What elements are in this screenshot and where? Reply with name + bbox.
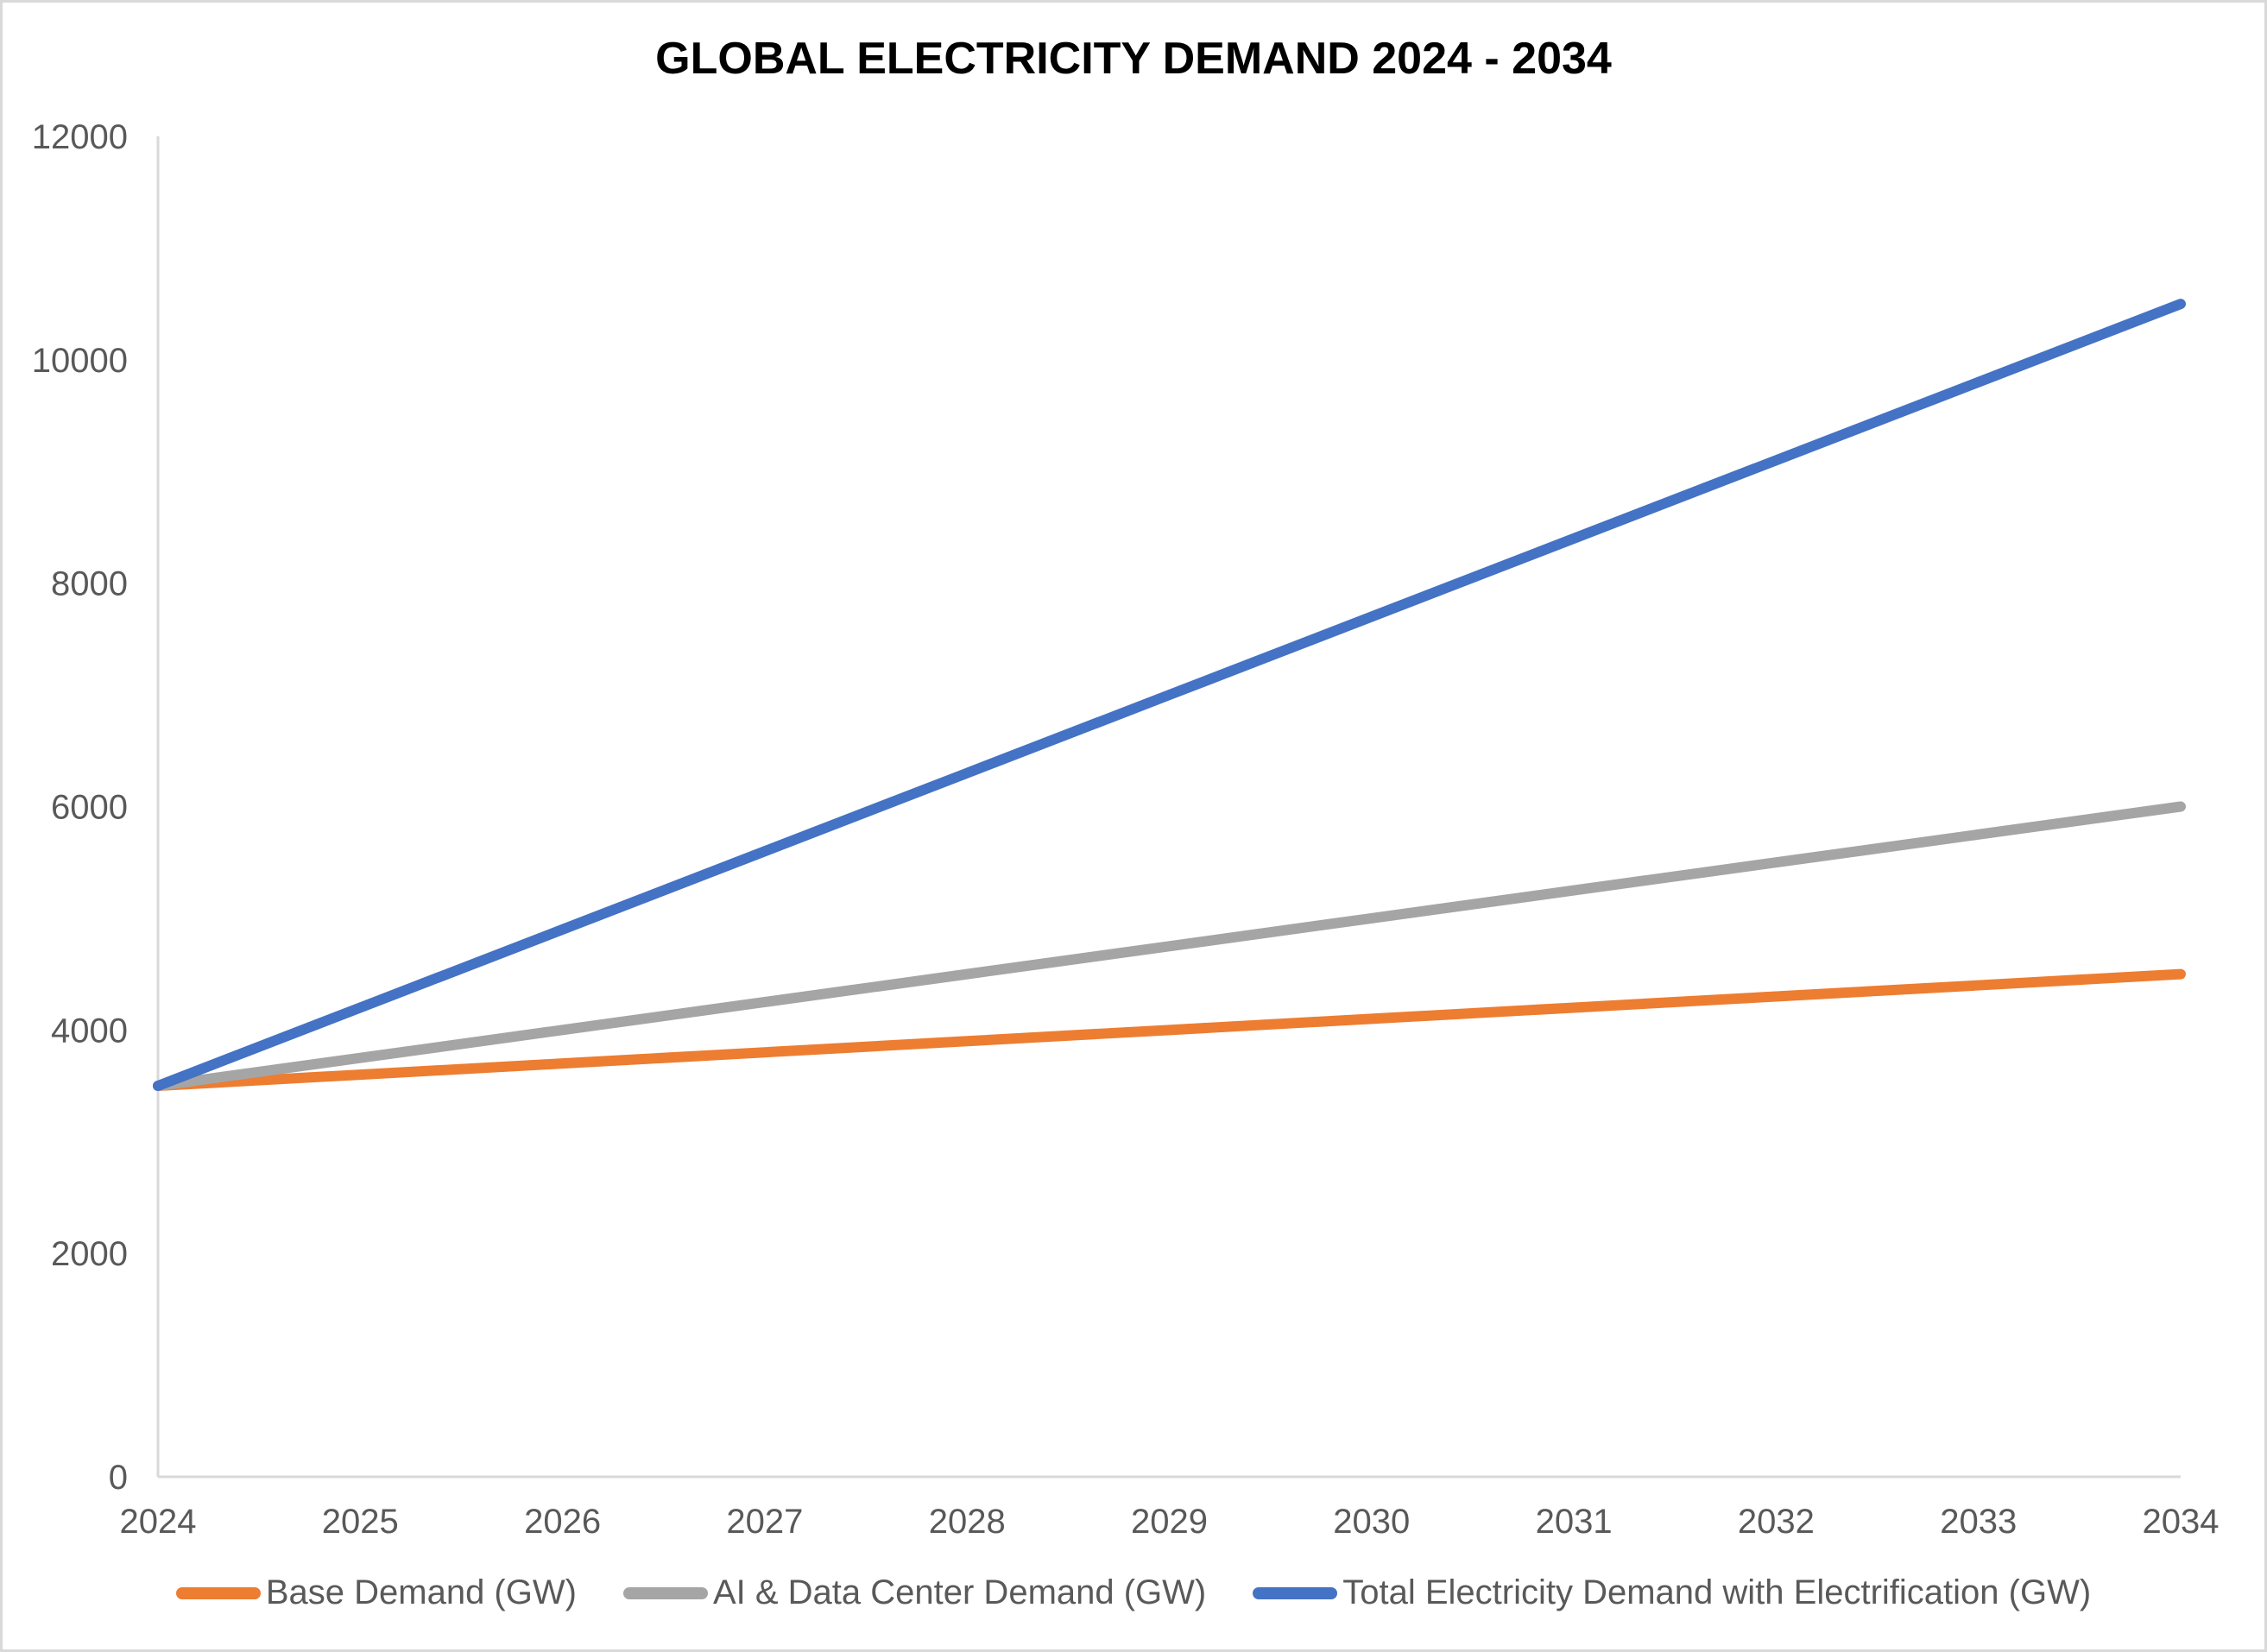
x-tick-label: 2034 — [2143, 1503, 2220, 1541]
y-tick-label: 8000 — [51, 565, 128, 603]
legend-label: AI & Data Center Demand (GW) — [712, 1573, 1207, 1611]
legend-swatch — [175, 1586, 261, 1599]
legend-item: AI & Data Center Demand (GW) — [622, 1573, 1207, 1612]
series-line-1 — [153, 801, 2186, 1092]
legend-label: Total Electricity Demand with Electrific… — [1342, 1573, 2092, 1611]
y-tick-label: 2000 — [51, 1235, 128, 1273]
series-line-0 — [153, 968, 2186, 1092]
series-line-2 — [153, 299, 2186, 1092]
x-tick-labels: 2024 2025 2026 2027 2028 2029 2030 2031 2032 2033… — [120, 1503, 2220, 1541]
x-tick-label: 2028 — [929, 1503, 1006, 1541]
x-tick-label: 2030 — [1333, 1503, 1410, 1541]
x-tick-label: 2031 — [1536, 1503, 1613, 1541]
y-tick-label: 12000 — [32, 118, 128, 156]
chart-title: GLOBAL ELECTRICITY DEMAND 2024 - 2034 — [655, 34, 1612, 84]
x-tick-label: 2029 — [1131, 1503, 1208, 1541]
x-tick-label: 2026 — [524, 1503, 601, 1541]
x-tick-label: 2027 — [726, 1503, 803, 1541]
legend-label: Base Demand (GW) — [265, 1573, 577, 1611]
x-tick-label: 2033 — [1940, 1503, 2017, 1541]
x-tick-label: 2025 — [322, 1503, 399, 1541]
x-tick-label: 2032 — [1738, 1503, 1815, 1541]
y-tick-labels: 0 2000 4000 6000 8000 10000 12000 — [32, 118, 128, 1497]
y-tick-label: 0 — [109, 1459, 128, 1497]
y-tick-label: 4000 — [51, 1012, 128, 1050]
x-tick-label: 2024 — [120, 1503, 197, 1541]
legend-item: Base Demand (GW) — [175, 1573, 577, 1612]
legend: Base Demand (GW) AI & Data Center Demand … — [3, 1573, 2264, 1612]
legend-item: Total Electricity Demand with Electrific… — [1253, 1573, 2091, 1612]
legend-swatch — [622, 1586, 708, 1599]
y-tick-label: 6000 — [51, 789, 128, 827]
legend-swatch — [1253, 1586, 1338, 1599]
series-lines — [153, 299, 2186, 1092]
plot-area: 0 2000 4000 6000 8000 10000 12000 2024 2025 2026… — [32, 118, 2220, 1541]
y-tick-label: 10000 — [32, 342, 128, 380]
